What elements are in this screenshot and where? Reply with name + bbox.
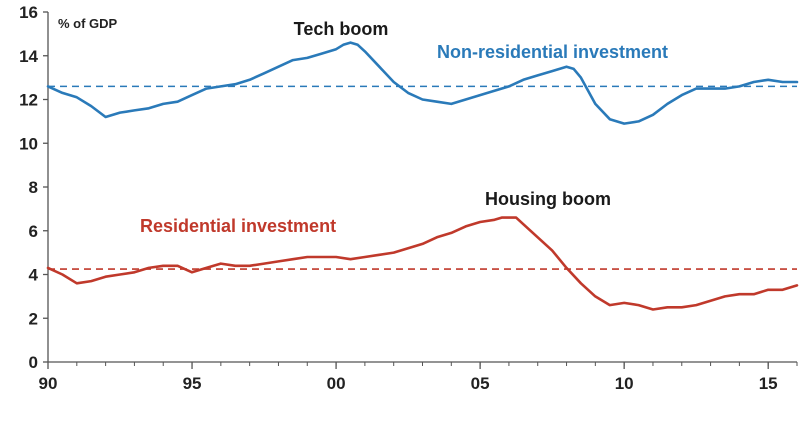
axes bbox=[48, 12, 797, 362]
y-tick-label: 8 bbox=[29, 178, 38, 197]
y-tick-label: 16 bbox=[19, 3, 38, 22]
annotation-tech-boom: Tech boom bbox=[294, 19, 389, 39]
y-tick-label: 2 bbox=[29, 309, 38, 328]
annotation-housing-boom: Housing boom bbox=[485, 189, 611, 209]
x-tick-label: 05 bbox=[471, 374, 490, 393]
x-tick-label: 00 bbox=[327, 374, 346, 393]
y-tick-label: 10 bbox=[19, 134, 38, 153]
y-tick-label: 0 bbox=[29, 353, 38, 372]
series-label-residential: Residential investment bbox=[140, 216, 336, 236]
series-line-0 bbox=[48, 43, 797, 124]
x-tick-label: 95 bbox=[183, 374, 202, 393]
series-label-non-residential: Non-residential investment bbox=[437, 42, 668, 62]
y-tick-label: 6 bbox=[29, 222, 38, 241]
y-tick-label: 12 bbox=[19, 91, 38, 110]
y-tick-label: 14 bbox=[19, 47, 38, 66]
x-tick-label: 15 bbox=[759, 374, 778, 393]
x-tick-label: 10 bbox=[615, 374, 634, 393]
x-tick-label: 90 bbox=[39, 374, 58, 393]
y-tick-label: 4 bbox=[29, 266, 39, 285]
annotations: Non-residential investment Tech boom Res… bbox=[140, 19, 668, 236]
axis-ticks: 0 2 4 6 8 10 12 14 16 90 95 00 05 10 15 bbox=[19, 3, 797, 393]
average-lines bbox=[48, 86, 797, 269]
y-axis-label: % of GDP bbox=[58, 16, 118, 31]
